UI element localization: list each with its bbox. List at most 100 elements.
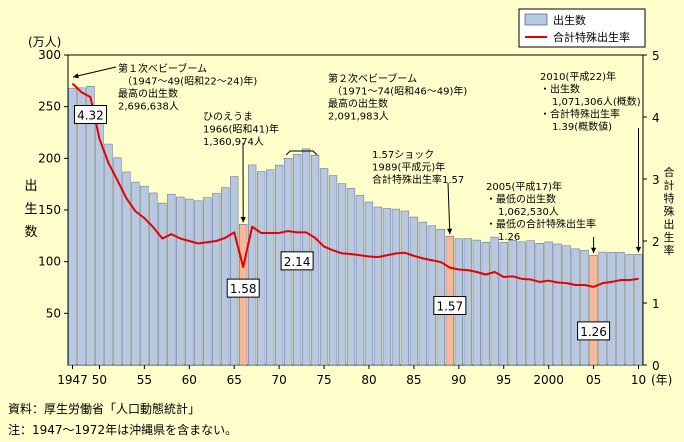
y-right-tick-label-2: 2 bbox=[652, 235, 660, 249]
x-tick-label-2005: 05 bbox=[586, 373, 601, 387]
y-left-unit: (万人) bbox=[28, 35, 61, 49]
arrow-hinoeuma-head bbox=[240, 216, 246, 223]
bar-1998 bbox=[526, 240, 535, 366]
y-right-label-char-1: 計 bbox=[664, 178, 675, 192]
bar-1997 bbox=[517, 241, 526, 366]
bar-1969 bbox=[266, 169, 275, 366]
source-note: 資料：厚生労働省「人口動態統計」 bbox=[8, 402, 201, 416]
annotation-boom2-line-0: 第２次ベビーブーム bbox=[328, 72, 417, 85]
legend-item-births: 出生数 bbox=[553, 13, 586, 27]
bar-2008 bbox=[616, 252, 625, 366]
annotation-boom2-line-3: 2,091,983人 bbox=[328, 111, 389, 123]
annotation-boom2-line-2: 最高の出生数 bbox=[328, 97, 388, 110]
x-tick-label-1980: 80 bbox=[361, 373, 376, 387]
annotation-y2005-line-0: 2005(平成17)年 bbox=[486, 180, 562, 193]
y-right-tick-label-5: 5 bbox=[652, 49, 660, 63]
x-tick-label-1995: 95 bbox=[496, 373, 511, 387]
bar-1965 bbox=[230, 176, 239, 366]
y-left-tick-label-300: 300 bbox=[38, 48, 61, 62]
x-tick-label-1965: 65 bbox=[227, 373, 242, 387]
annotation-hinoeuma-line-1: 1966(昭和41)年 bbox=[203, 123, 279, 136]
y-left-label-char-2: 数 bbox=[24, 225, 37, 240]
annotation-boom1-line-1: （1947〜49(昭和22〜24)年) bbox=[122, 75, 257, 88]
bar-1980 bbox=[364, 201, 374, 366]
x-tick-label-1970: 70 bbox=[271, 373, 286, 387]
bar-1956 bbox=[149, 192, 158, 366]
bar-1983 bbox=[391, 208, 401, 366]
footnote: 注：1947〜1972年は沖縄県を含まない。 bbox=[8, 423, 238, 437]
annotation-y2005-line-2: 1,062,530人 bbox=[498, 206, 559, 218]
bar-1964 bbox=[221, 187, 230, 366]
brace-boom2 bbox=[285, 150, 318, 156]
bar-1947 bbox=[68, 87, 77, 366]
y-left-tick-label-200: 200 bbox=[38, 151, 61, 165]
x-tick-label-1947: 1947 bbox=[57, 373, 88, 387]
chart-svg: 50100150200250300(万人)出生数012345合計特殊出生率194… bbox=[24, 8, 675, 387]
annotation-shock-line-2: 合計特殊出生率1.57 bbox=[372, 173, 464, 186]
annotation-shock-line-0: 1.57ショック bbox=[372, 149, 434, 161]
y-right-label-char-2: 特 bbox=[664, 191, 675, 205]
x-tick-label-1960: 60 bbox=[182, 373, 197, 387]
arrow-boom1-head bbox=[73, 73, 79, 79]
x-tick-label-2000: 2000 bbox=[533, 373, 564, 387]
bar-1999 bbox=[535, 243, 544, 366]
bar-1959 bbox=[176, 196, 185, 366]
arrow-2005-head bbox=[590, 247, 597, 254]
annotation-hinoeuma-line-0: ひのえうま bbox=[203, 111, 253, 123]
x-tick-label-2010: 10 bbox=[631, 373, 646, 387]
bar-1994 bbox=[490, 236, 499, 366]
y-left-label-char-1: 生 bbox=[24, 202, 37, 217]
bar-1993 bbox=[481, 241, 490, 366]
bar-2002 bbox=[562, 245, 571, 366]
y-right-tick-label-4: 4 bbox=[652, 111, 660, 125]
value-label-box-1972 bbox=[280, 251, 314, 271]
bar-1992 bbox=[472, 239, 481, 366]
bar-2004 bbox=[580, 249, 589, 366]
value-label-1989: 1.57 bbox=[436, 299, 463, 313]
y-right-label-char-6: 率 bbox=[664, 243, 675, 257]
bar-1976 bbox=[328, 175, 338, 366]
x-tick-label-1985: 85 bbox=[406, 373, 421, 387]
annotation-boom1-line-2: 最高の出生数 bbox=[118, 87, 178, 100]
bar-1981 bbox=[373, 206, 383, 366]
x-unit: (年) bbox=[651, 373, 672, 387]
legend-item-tfr: 合計特殊出生率 bbox=[553, 30, 630, 44]
y-left-tick-label-250: 250 bbox=[38, 100, 61, 114]
y-left-tick-label-50: 50 bbox=[46, 306, 61, 320]
x-tick-label-1990: 90 bbox=[451, 373, 466, 387]
value-label-1972: 2.14 bbox=[284, 255, 311, 269]
bar-2007 bbox=[607, 252, 616, 366]
bar-1961 bbox=[194, 200, 203, 366]
value-label-box-1949 bbox=[73, 105, 107, 125]
y-left-tick-label-150: 150 bbox=[38, 203, 61, 217]
bar-2003 bbox=[571, 248, 580, 366]
annotation-y2010-line-0: 2010(平成22)年 bbox=[540, 70, 616, 83]
bar-1957 bbox=[158, 202, 167, 366]
bar-1960 bbox=[185, 198, 194, 366]
annotation-y2005-line-4: 1.26 bbox=[498, 232, 520, 243]
bar-1982 bbox=[382, 208, 392, 366]
bar-1975 bbox=[319, 168, 329, 366]
value-label-box-1989 bbox=[433, 295, 467, 315]
annotation-hinoeuma-line-2: 1,360,974人 bbox=[203, 136, 264, 148]
value-label-box-1966 bbox=[226, 278, 260, 298]
y-left-tick-label-100: 100 bbox=[38, 255, 61, 269]
y-right-tick-label-1: 1 bbox=[652, 297, 660, 311]
bar-2001 bbox=[553, 243, 562, 366]
bar-1968 bbox=[257, 171, 266, 366]
bar-1962 bbox=[203, 197, 212, 366]
bar-2000 bbox=[544, 241, 553, 366]
value-label-2005: 1.26 bbox=[580, 325, 607, 339]
x-tick-label-1950: 50 bbox=[92, 373, 107, 387]
y-right-label-char-4: 出 bbox=[664, 217, 675, 231]
y-right-label-char-0: 合 bbox=[664, 165, 675, 179]
bar-1984 bbox=[400, 210, 410, 366]
bar-1949 bbox=[86, 86, 95, 366]
arrow-shock-head bbox=[447, 228, 453, 235]
value-label-1949: 4.32 bbox=[77, 109, 104, 123]
y-right-tick-label-0: 0 bbox=[652, 359, 660, 373]
bar-1995 bbox=[499, 242, 508, 366]
y-right-label-char-3: 殊 bbox=[664, 204, 675, 218]
bar-1948 bbox=[77, 87, 86, 366]
